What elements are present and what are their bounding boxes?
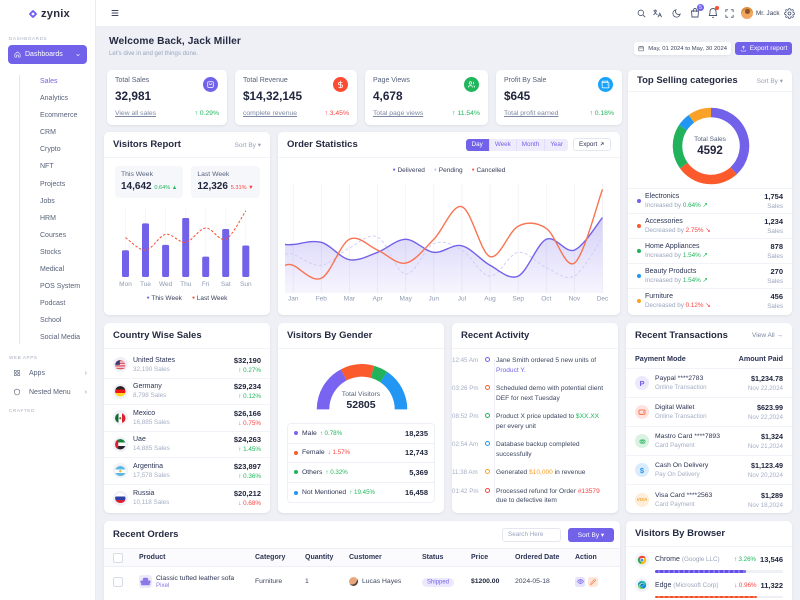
svg-text:Oct: Oct — [541, 296, 551, 303]
svg-text:Aug: Aug — [484, 296, 496, 303]
svg-text:Thu: Thu — [180, 281, 192, 288]
svg-text:Dec: Dec — [597, 296, 609, 303]
svg-text:Wed: Wed — [159, 281, 173, 288]
svg-text:Sat: Sat — [221, 281, 231, 288]
svg-text:Jul: Jul — [458, 296, 467, 303]
svg-text:Nov: Nov — [569, 296, 581, 303]
svg-text:Jan: Jan — [288, 296, 299, 303]
svg-text:Mar: Mar — [344, 296, 356, 303]
svg-text:Apr: Apr — [373, 296, 384, 303]
svg-text:Feb: Feb — [316, 296, 328, 303]
svg-text:Sun: Sun — [240, 281, 252, 288]
svg-text:Fri: Fri — [202, 281, 210, 288]
svg-text:Sep: Sep — [512, 296, 524, 303]
svg-text:Tue: Tue — [140, 281, 151, 288]
svg-text:May: May — [400, 296, 413, 303]
svg-text:Jun: Jun — [429, 296, 440, 303]
svg-text:Mon: Mon — [119, 281, 132, 288]
